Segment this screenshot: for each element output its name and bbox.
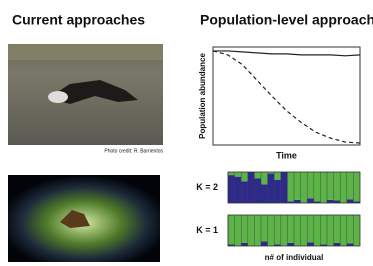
- bar-segment: [241, 181, 248, 203]
- bar-segment: [301, 172, 308, 203]
- heading-right: Population-level approaches: [200, 12, 373, 28]
- bar-segment: [241, 243, 248, 246]
- bar-segment: [241, 172, 248, 181]
- bar-segment: [314, 215, 321, 246]
- bar-segment: [261, 241, 268, 246]
- bar-segment: [334, 243, 341, 246]
- bar-segment: [320, 215, 327, 244]
- bar-segment: [235, 172, 242, 177]
- line: [213, 51, 360, 56]
- bar-segment: [248, 215, 255, 246]
- y-axis-label: Population abundance: [198, 53, 207, 139]
- bar-segment: [307, 215, 314, 242]
- bar-segment: [274, 180, 281, 203]
- bar-segment: [294, 200, 301, 203]
- bar-segment: [281, 172, 288, 203]
- bar-segment: [254, 215, 261, 246]
- heading-left: Current approaches: [12, 12, 145, 28]
- bar-segment: [340, 172, 347, 203]
- bar-segment: [294, 172, 301, 200]
- bar-segment: [320, 172, 327, 203]
- bar-segment: [235, 215, 242, 246]
- bar-segment: [241, 215, 248, 243]
- bar-segment: [334, 215, 341, 243]
- bar-segment: [228, 215, 235, 244]
- bar-segment: [307, 172, 314, 198]
- bar-segment: [261, 215, 268, 241]
- panel-label: K = 1: [196, 225, 218, 235]
- bar-segment: [254, 178, 261, 203]
- bar-segment: [248, 172, 255, 203]
- bar-segment: [274, 172, 281, 180]
- bar-segment: [314, 172, 321, 201]
- bar-segment: [307, 198, 314, 203]
- bar-segment: [307, 242, 314, 246]
- slide: Current approaches Population-level appr…: [0, 0, 373, 266]
- bar-segment: [287, 243, 294, 246]
- line: [213, 51, 360, 143]
- photo-credit: Photo credit: R. Barrientos: [104, 148, 163, 154]
- bar-segment: [327, 200, 334, 203]
- x-axis-label: Time: [276, 150, 297, 160]
- plot-frame: [213, 47, 360, 145]
- tunnel-photo: [8, 175, 160, 262]
- bar-segment: [281, 215, 288, 246]
- bar-segment: [254, 172, 261, 178]
- bar-segment: [287, 215, 294, 243]
- bar-segment: [268, 215, 275, 246]
- bar-segment: [235, 177, 242, 203]
- bar-segment: [268, 174, 275, 203]
- bar-segment: [347, 172, 354, 199]
- bar-segment: [327, 215, 334, 246]
- bar-segment: [228, 175, 235, 203]
- bar-segment: [353, 172, 360, 201]
- bar-segment: [228, 172, 235, 175]
- bar-segment: [261, 184, 268, 203]
- bar-segment: [353, 215, 360, 246]
- bar-segment: [347, 215, 354, 244]
- bar-segment: [294, 215, 301, 246]
- road-photo: [8, 44, 163, 145]
- bar-segment: [301, 215, 308, 246]
- bar-segment: [274, 215, 281, 244]
- bar-segment: [334, 172, 341, 201]
- x-axis-label: n# of individual: [265, 253, 324, 262]
- bar-segment: [347, 199, 354, 203]
- bar-segment: [340, 215, 347, 246]
- bar-segment: [327, 172, 334, 200]
- bar-segment: [287, 172, 294, 201]
- panel-label: K = 2: [196, 182, 218, 192]
- bar-segment: [261, 172, 268, 184]
